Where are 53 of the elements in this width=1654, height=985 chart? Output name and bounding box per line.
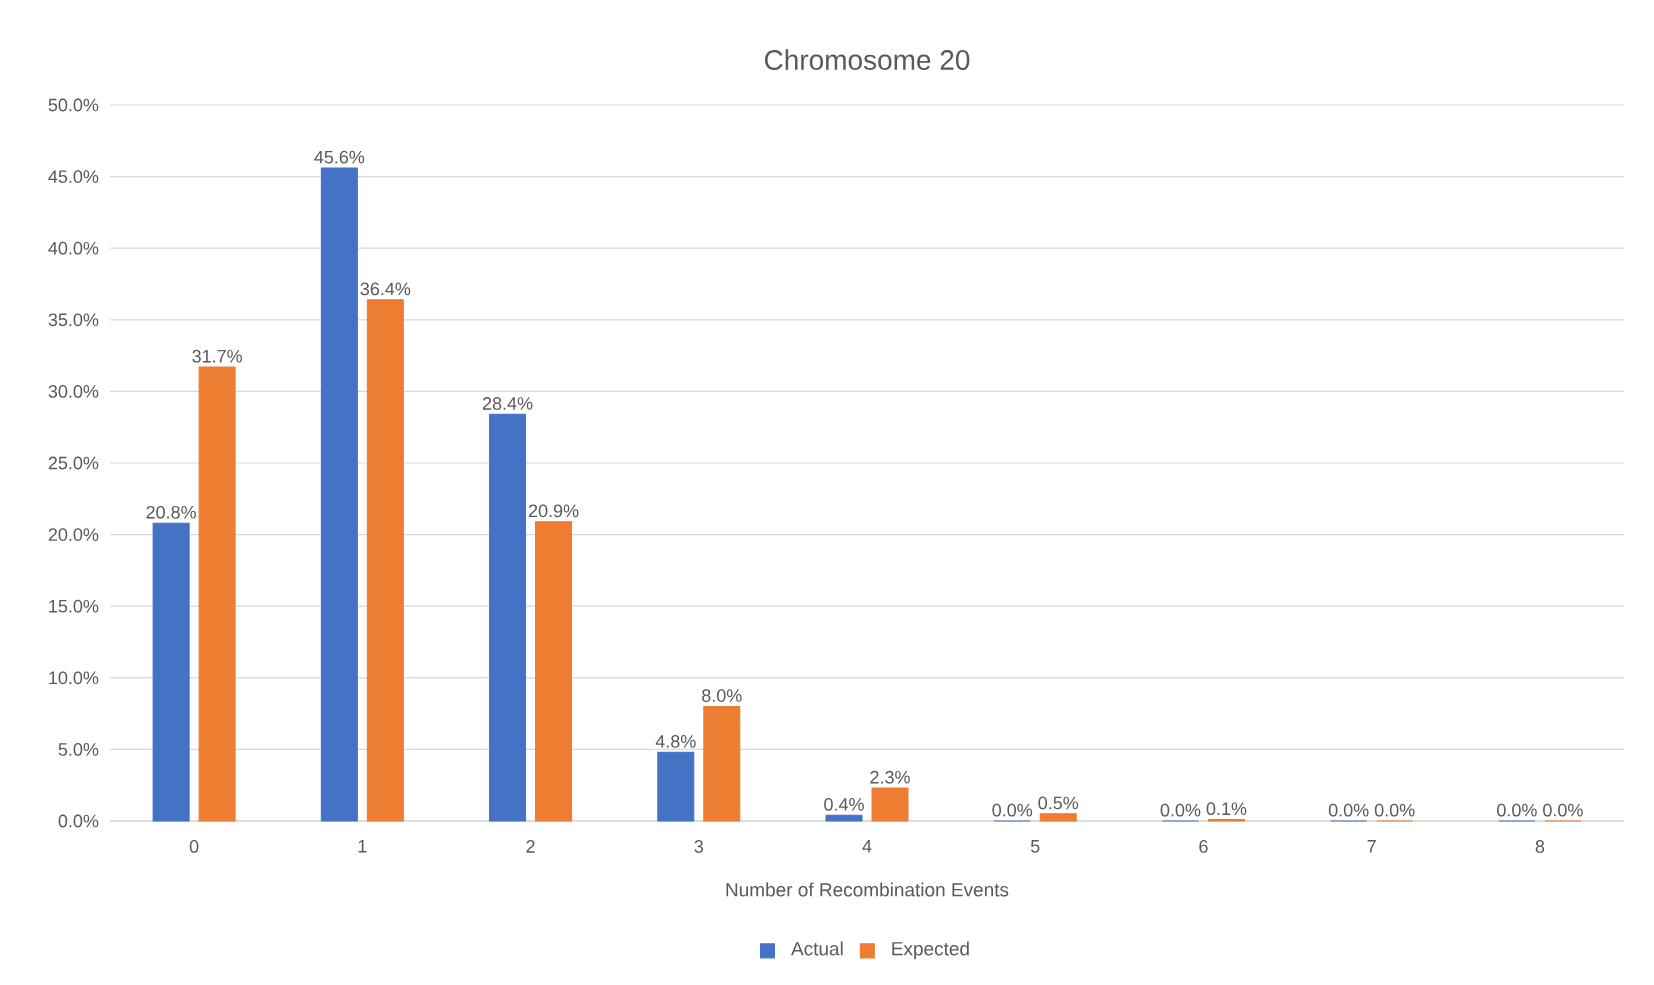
data-label: 20.8% — [146, 505, 196, 519]
x-axis-title: Number of Recombination Events — [726, 882, 1009, 897]
data-label: 45.6% — [314, 150, 365, 164]
data-label: 0.0% — [1374, 803, 1415, 817]
data-label: 0.0% — [1160, 803, 1201, 817]
data-label: 0.0% — [992, 803, 1033, 817]
legend-label: Actual — [791, 941, 843, 956]
x-tick-label: 3 — [694, 840, 703, 853]
y-tick-label: 35.0% — [48, 313, 99, 327]
y-tick-label: 0.0% — [58, 814, 99, 828]
x-tick-label: 0 — [189, 840, 199, 853]
bar — [535, 521, 573, 822]
data-label: 28.4% — [482, 397, 533, 410]
bar — [489, 413, 527, 822]
bar — [198, 366, 236, 822]
y-tick-label: 20.0% — [48, 528, 99, 541]
data-label: 0.0% — [1543, 803, 1583, 817]
data-label: 8.0% — [702, 689, 742, 702]
x-tick-label: 5 — [1030, 840, 1040, 853]
y-tick-label: 10.0% — [49, 671, 99, 685]
bar — [703, 705, 741, 822]
bar — [657, 751, 695, 822]
data-label: 36.4% — [360, 282, 411, 296]
data-label: 31.7% — [192, 349, 242, 363]
data-label: 0.4% — [824, 798, 864, 811]
x-tick-label: 4 — [862, 840, 872, 853]
legend-label: Expected — [892, 941, 969, 960]
y-tick-label: 15.0% — [49, 599, 99, 613]
data-label: 4.8% — [655, 735, 696, 748]
data-label: 0.0% — [1328, 803, 1369, 817]
bar — [1039, 813, 1077, 822]
data-label: 0.1% — [1206, 802, 1247, 816]
x-tick-label: 1 — [358, 840, 367, 853]
bar — [152, 522, 190, 822]
y-tick-label: 30.0% — [48, 385, 99, 398]
bar — [825, 814, 863, 822]
data-label: 0.5% — [1038, 796, 1079, 810]
y-tick-label: 50.0% — [48, 98, 99, 112]
chart-title: Chromosome 20 — [764, 49, 970, 70]
x-tick-label: 6 — [1199, 840, 1208, 853]
x-tick-label: 2 — [526, 840, 535, 853]
y-tick-label: 5.0% — [58, 743, 99, 756]
bar — [366, 299, 404, 822]
x-tick-label: 8 — [1535, 840, 1545, 853]
bar — [320, 167, 358, 822]
y-tick-label: 45.0% — [48, 170, 99, 183]
data-label: 0.0% — [1497, 803, 1537, 817]
bar — [871, 787, 909, 822]
y-tick-label: 25.0% — [48, 456, 99, 470]
data-label: 2.3% — [870, 770, 910, 784]
data-label: 20.9% — [528, 504, 579, 518]
y-tick-label: 40.0% — [48, 241, 99, 255]
x-tick-label: 7 — [1367, 840, 1376, 853]
